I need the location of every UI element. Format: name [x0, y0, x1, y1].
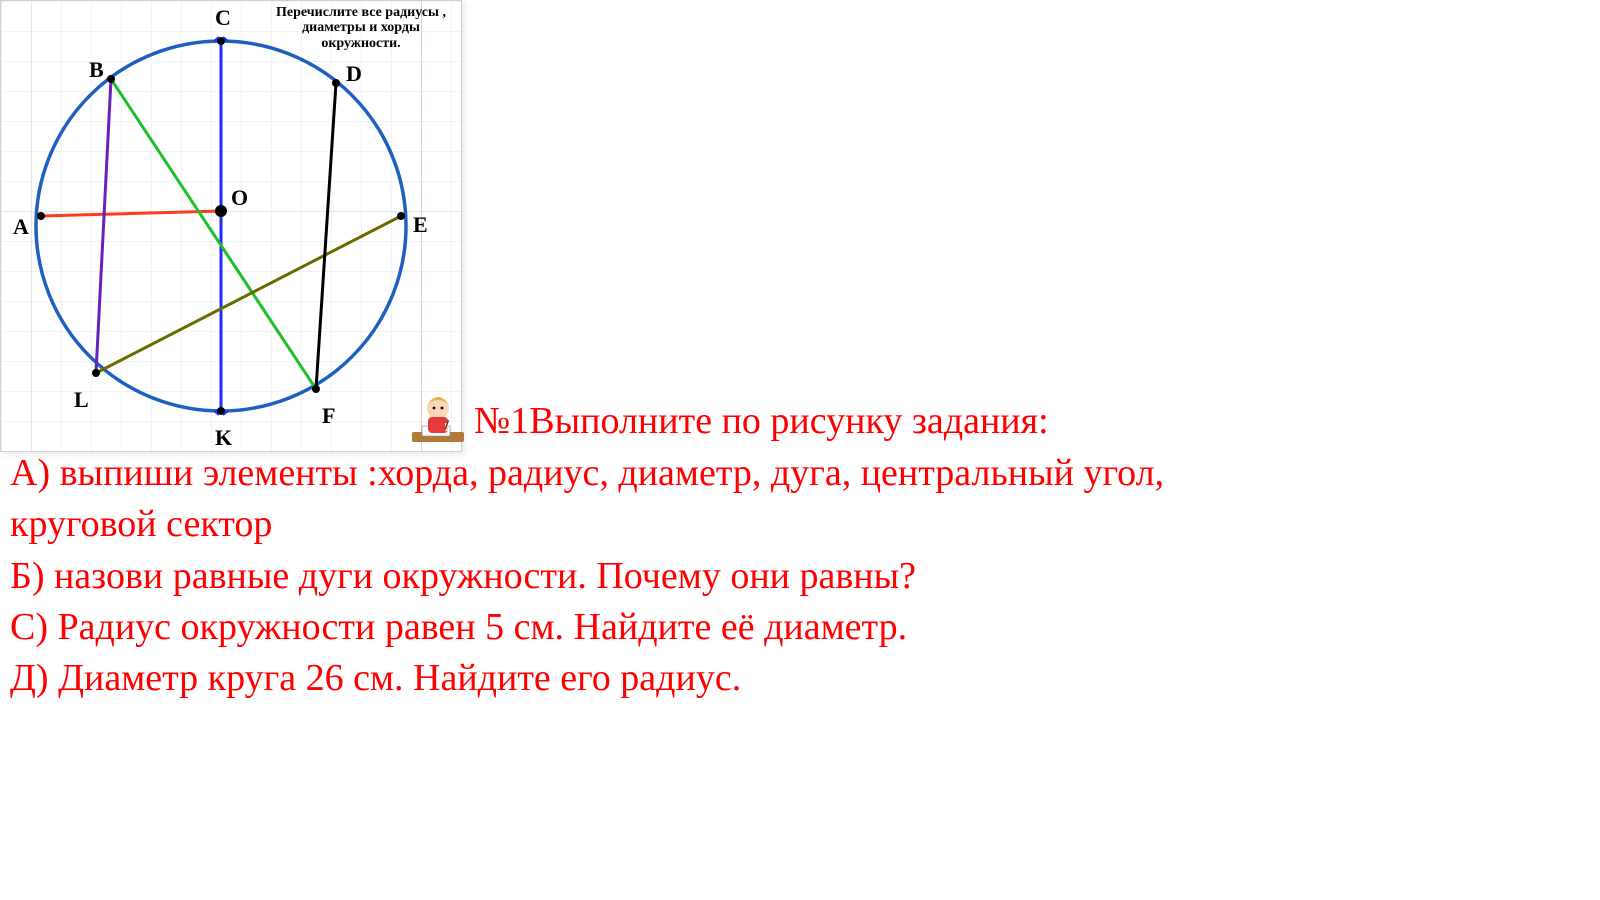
point-F [312, 385, 320, 393]
segment-AO [41, 211, 221, 216]
point-B [107, 75, 115, 83]
segment-LE [96, 216, 401, 373]
point-L [92, 369, 100, 377]
task-line-b: Б) назови равные дуги окружности. Почему… [10, 551, 1590, 602]
point-D [332, 79, 340, 87]
segment-BL [96, 79, 111, 373]
label-F: F [322, 403, 335, 429]
task-line-a1: А) выпиши элементы :хорда, радиус, диаме… [10, 448, 1590, 499]
task-line-a2: круговой сектор [10, 499, 1590, 550]
segment-BF [111, 79, 316, 389]
task-line-d: Д) Диаметр круга 26 см. Найдите его ради… [10, 653, 1590, 704]
label-A: A [13, 214, 29, 240]
geometry-svg [1, 1, 461, 451]
label-L: L [74, 387, 89, 413]
student-cartoon-icon [410, 390, 466, 446]
label-C: C [215, 5, 231, 31]
point-A [37, 212, 45, 220]
task-line-c: С) Радиус окружности равен 5 см. Найдите… [10, 602, 1590, 653]
head-shape [427, 397, 449, 419]
eye-right [441, 407, 444, 410]
task-headline: №1Выполните по рисунку задания: [474, 396, 1049, 447]
label-O: O [231, 185, 248, 211]
eye-left [433, 407, 436, 410]
point-O [215, 205, 227, 217]
label-E: E [413, 212, 428, 238]
label-D: D [346, 61, 362, 87]
label-B: B [89, 57, 104, 83]
task-body: А) выпиши элементы :хорда, радиус, диаме… [10, 448, 1590, 704]
circle-diagram: Перечислите все радиусы , диаметры и хор… [0, 0, 462, 452]
point-E [397, 212, 405, 220]
segment-DF [316, 83, 336, 389]
